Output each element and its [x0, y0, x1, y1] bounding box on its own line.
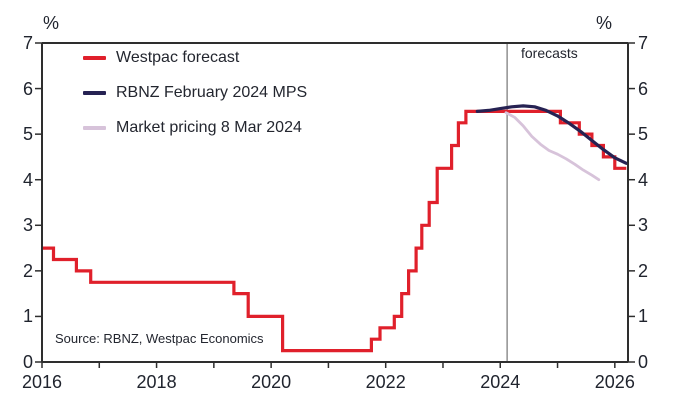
y-tick-label-right: 1 [638, 306, 649, 327]
x-tick-label: 2016 [21, 372, 63, 392]
y-tick-label-left: 1 [22, 306, 33, 327]
y-axis-unit-right: % [596, 13, 613, 33]
legend: Westpac forecast RBNZ February 2024 MPS … [83, 49, 307, 154]
y-tick-label-right: 3 [638, 215, 649, 236]
series-line-1 [475, 104, 628, 165]
series-line-0 [42, 109, 627, 353]
y-tick-label-left: 7 [22, 33, 33, 53]
source-note: Source: RBNZ, Westpac Economics [55, 331, 264, 346]
legend-label: RBNZ February 2024 MPS [116, 84, 308, 101]
legend-swatch-red [83, 56, 106, 60]
y-tick-label-left: 3 [22, 215, 33, 236]
y-tick-label-right: 2 [638, 260, 649, 281]
legend-item-rbnz: RBNZ February 2024 MPS [83, 84, 307, 102]
legend-swatch-pink [83, 126, 106, 130]
y-tick-label-right: 5 [638, 124, 649, 145]
legend-item-market: Market pricing 8 Mar 2024 [83, 119, 307, 137]
series-line-2 [504, 111, 601, 182]
y-tick-label-right: 6 [638, 78, 649, 99]
legend-label: Westpac forecast [116, 49, 240, 66]
legend-item-westpac: Westpac forecast [83, 49, 307, 67]
forecasts-annotation: forecasts [521, 45, 578, 61]
y-axis-unit-left: % [43, 13, 60, 33]
x-tick-label: 2020 [251, 372, 292, 392]
y-tick-label-right: 7 [638, 33, 649, 53]
y-tick-label-left: 6 [22, 78, 33, 99]
x-tick-label: 2024 [480, 372, 521, 392]
y-tick-label-left: 0 [22, 352, 33, 372]
legend-label: Market pricing 8 Mar 2024 [116, 119, 302, 136]
x-tick-label: 2022 [365, 372, 406, 392]
y-tick-label-left: 5 [22, 124, 33, 145]
y-tick-label-right: 4 [638, 169, 649, 190]
x-tick-label: 2026 [594, 372, 635, 392]
y-tick-label-left: 2 [22, 260, 33, 281]
y-tick-label-right: 0 [638, 352, 649, 372]
y-tick-label-left: 4 [22, 169, 33, 190]
axes-box [41, 42, 629, 363]
legend-swatch-navy [83, 91, 106, 95]
x-tick-label: 2018 [136, 372, 177, 392]
